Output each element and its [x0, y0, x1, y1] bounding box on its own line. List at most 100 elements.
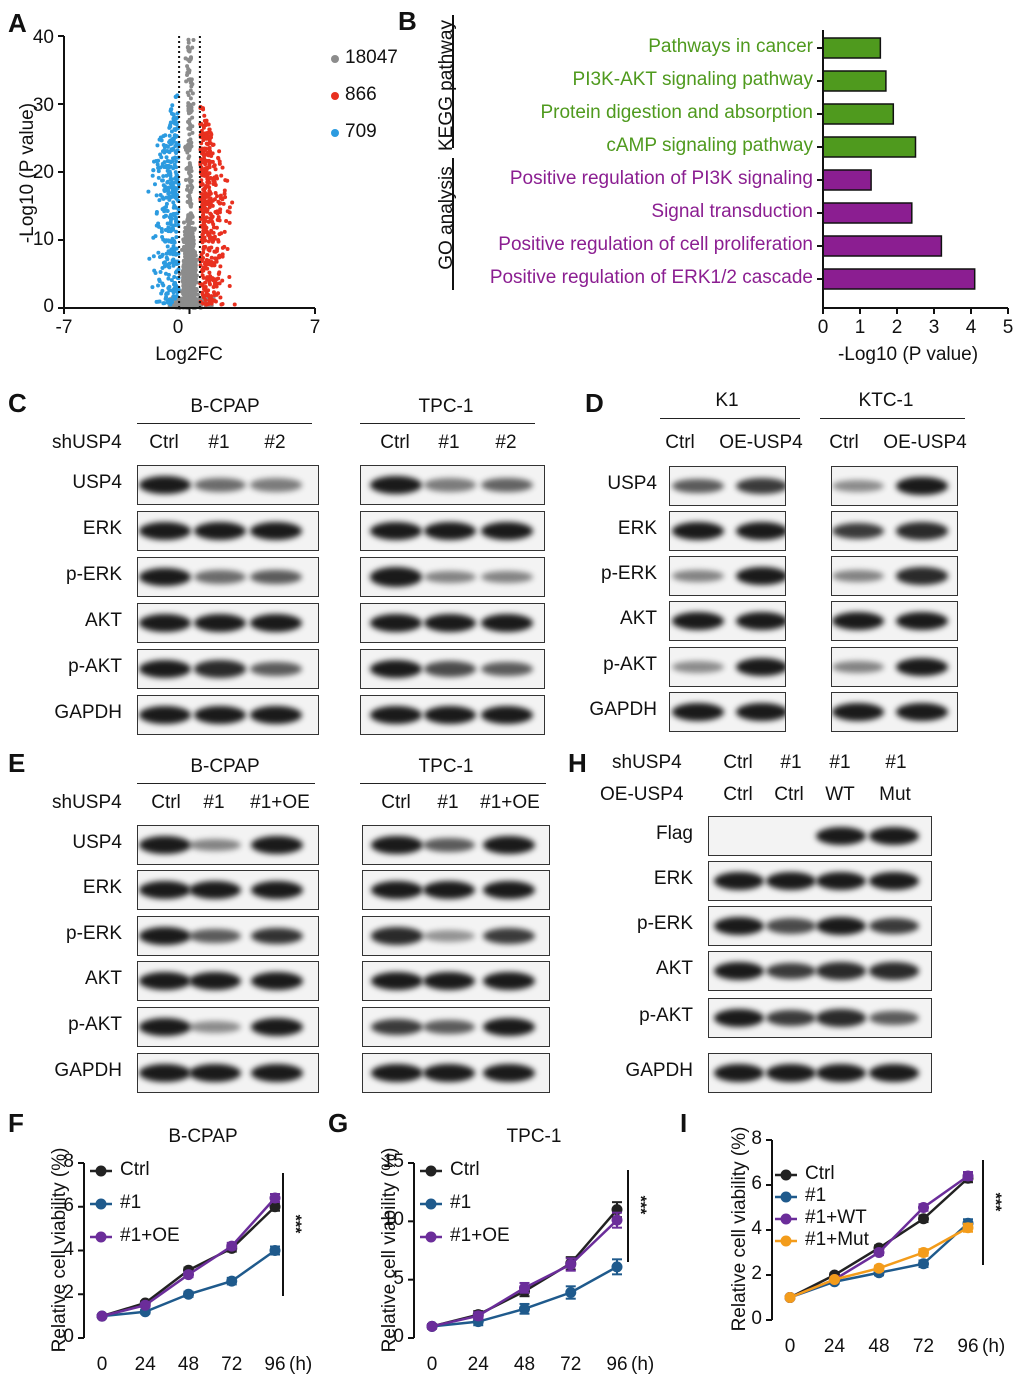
h-protein-label: Flag: [656, 823, 693, 844]
e-blot-bcpap: [137, 1053, 319, 1093]
series-line: [101, 1249, 276, 1318]
blot-band: [481, 570, 533, 584]
data-point: [183, 1288, 194, 1300]
blot-band: [139, 706, 191, 724]
volcano-legend-dot: [331, 92, 339, 100]
panel-label-a: A: [8, 8, 27, 38]
d-blot-k1: [669, 692, 786, 732]
legend-marker: [780, 1169, 792, 1181]
c-lane: Ctrl: [380, 432, 410, 453]
volcano-ytick: 10: [32, 229, 54, 250]
blot-band: [816, 962, 866, 980]
blot-band: [370, 660, 422, 678]
blot-band: [371, 927, 423, 945]
e-protein-label: p-ERK: [66, 923, 122, 944]
line-chart-ytick: 8: [751, 1128, 762, 1149]
blot-band: [672, 660, 724, 674]
h-row1-lane: #1: [829, 752, 851, 773]
e-protein-label: GAPDH: [54, 1060, 122, 1081]
blot-band: [481, 477, 533, 493]
blot-band: [869, 917, 919, 935]
blot-band: [869, 1064, 919, 1082]
legend-label: #1+Mut: [805, 1229, 869, 1250]
blot-band: [816, 1064, 866, 1082]
data-point: [784, 1292, 796, 1303]
blot-band: [194, 706, 246, 724]
legend-marker: [425, 1231, 437, 1243]
blot-band: [139, 568, 191, 586]
blot-band: [481, 706, 533, 724]
d-cell-k1: K1: [715, 390, 739, 411]
significance-stars: ***: [631, 1195, 649, 1215]
line-chart-xtick: 96: [957, 1336, 979, 1357]
line-chart-ytick: 8: [63, 1151, 74, 1172]
enrichment-term-label: Protein digestion and absorption: [540, 102, 813, 123]
h-row2-label: OE-USP4: [600, 784, 684, 805]
blot-band: [424, 478, 476, 492]
blot-band: [139, 660, 191, 678]
legend-marker: [425, 1198, 437, 1210]
data-point: [269, 1192, 281, 1204]
blot-band: [189, 928, 241, 944]
data-point: [269, 1245, 281, 1256]
e-lane: #1+OE: [250, 792, 310, 813]
h-protein-label: p-AKT: [639, 1005, 693, 1026]
panel-label-b: B: [398, 6, 417, 36]
blot-band: [251, 836, 303, 854]
c-lane: #1: [438, 432, 460, 453]
blot-band: [189, 1020, 241, 1034]
e-protein-label: p-AKT: [68, 1014, 122, 1035]
significance-stars: ***: [286, 1214, 304, 1233]
c-protein-label: ERK: [82, 518, 122, 539]
blot-band: [194, 478, 246, 492]
blot-band: [869, 962, 919, 980]
h-row1-lane: #1: [780, 752, 802, 773]
line-chart-title: TPC-1: [506, 1126, 562, 1147]
panel-label-i: I: [680, 1108, 688, 1138]
blot-band: [251, 927, 303, 945]
line-chart-title: B-CPAP: [168, 1126, 238, 1147]
c-cell-tpc1: TPC-1: [418, 396, 474, 417]
panel-label-d: D: [585, 388, 604, 418]
e-blot-bcpap: [137, 825, 319, 865]
line-chart-xtick: 24: [134, 1354, 156, 1375]
line-chart-ytick: 10: [382, 1209, 404, 1231]
blot-band: [816, 917, 866, 935]
blot-band: [139, 476, 191, 494]
data-point: [139, 1299, 151, 1311]
blot-band: [672, 612, 724, 630]
significance-stars: ***: [986, 1192, 1004, 1211]
blot-band: [483, 836, 535, 854]
c-blot-tpc1: [360, 557, 545, 597]
c-row-label: shUSP4: [52, 432, 122, 453]
e-protein-label: AKT: [85, 968, 122, 989]
data-point: [873, 1247, 885, 1258]
line-chart-xtick: 24: [467, 1354, 489, 1375]
data-point: [962, 1222, 974, 1234]
legend-marker: [95, 1231, 107, 1243]
line-chart-xtick: 72: [560, 1354, 582, 1375]
h-blot: [708, 816, 932, 856]
blot-band: [766, 872, 816, 890]
legend-marker: [780, 1191, 792, 1203]
line-chart-ytick: 0: [393, 1326, 404, 1347]
blot-band: [194, 614, 246, 632]
e-blot-tpc1: [362, 916, 550, 956]
blot-band: [869, 1010, 919, 1026]
data-point: [611, 1214, 623, 1226]
enrichment-term-label: Positive regulation of ERK1/2 cascade: [489, 267, 813, 288]
enrichment-xtick: 3: [928, 317, 940, 338]
c-protein-label: p-ERK: [66, 564, 122, 585]
line-chart-ylabel: Relative cell viability (%): [729, 1126, 750, 1332]
h-row2-lane: Ctrl: [774, 784, 804, 805]
legend-label: Ctrl: [450, 1159, 480, 1180]
enrichment-xtick: 1: [854, 317, 866, 338]
h-blot: [708, 1053, 932, 1093]
blot-band: [423, 1064, 475, 1082]
line-chart-xtick: 0: [426, 1354, 438, 1375]
blot-band: [672, 569, 724, 583]
data-point: [565, 1287, 577, 1298]
blot-band: [832, 569, 884, 583]
enrichment-xtick: 5: [1002, 317, 1014, 338]
blot-band: [250, 614, 302, 632]
